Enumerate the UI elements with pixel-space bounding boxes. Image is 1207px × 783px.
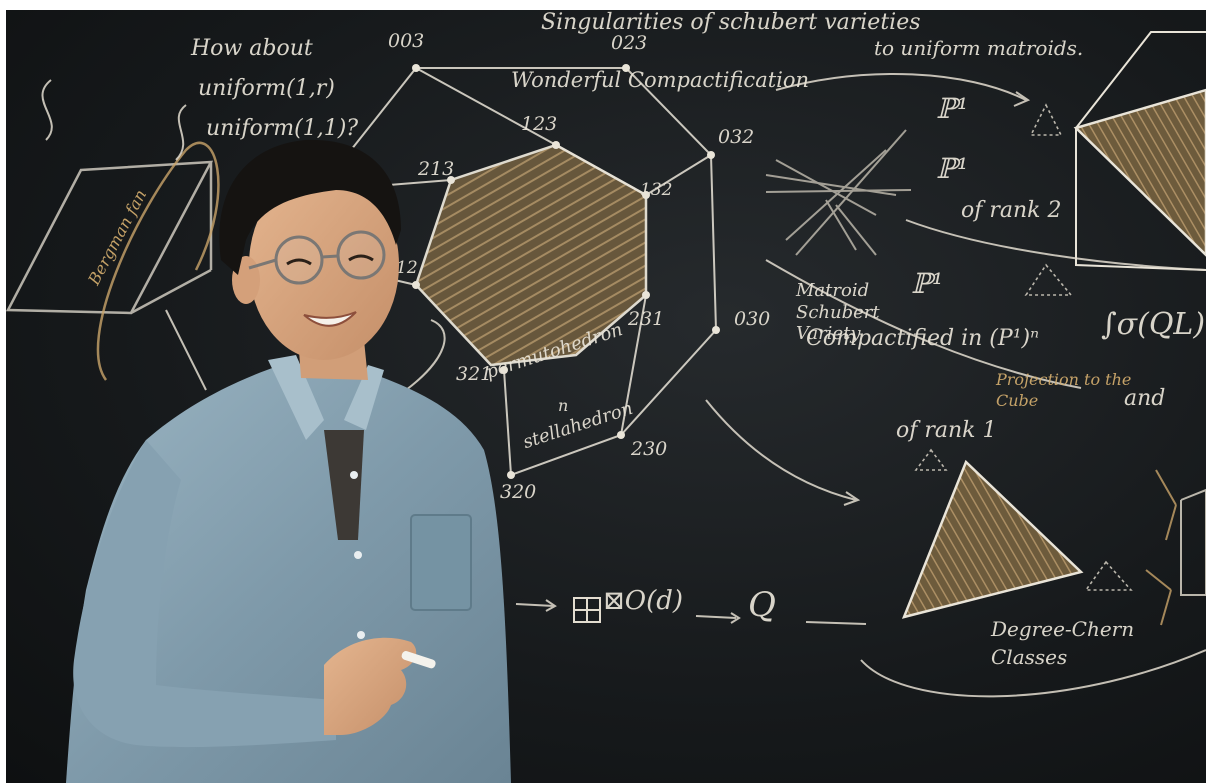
vertex-213: 213 xyxy=(418,158,455,180)
rank1-triangle xyxy=(901,459,1084,619)
top-right-quad xyxy=(1073,88,1206,257)
right-edge-graph xyxy=(1145,469,1177,626)
smile xyxy=(303,311,357,327)
person xyxy=(66,139,511,783)
hair xyxy=(219,139,401,275)
vertex-dots xyxy=(412,64,720,479)
chalkboard: How about uniform(1,r) uniform(1,1)? Sin… xyxy=(6,10,1206,783)
fano-sum-text: ⊠O(d) xyxy=(603,586,684,616)
how-about-text: How about xyxy=(191,36,313,61)
vertex-003: 003 xyxy=(388,30,425,52)
vertex-030: 030 xyxy=(734,308,771,330)
degree-classes-text: Degree-Chern Classes xyxy=(991,617,1135,669)
of-rank-2-text: of rank 2 xyxy=(961,198,1062,223)
p1-label-2: ℙ¹ xyxy=(936,152,969,185)
chalk-drawings xyxy=(6,31,1206,698)
vertex-032: 032 xyxy=(718,126,755,148)
chalk-arrows xyxy=(41,73,1206,698)
collar xyxy=(268,355,324,440)
hand xyxy=(324,637,417,735)
permutohedron-hexagon xyxy=(414,143,648,367)
vertex-230: 230 xyxy=(631,438,668,460)
singularities-text: Singularities of schubert varieties xyxy=(541,10,921,35)
face xyxy=(249,170,399,360)
uniform-1r-text: uniform(1,r) xyxy=(198,76,335,101)
bergman-parallelogram xyxy=(6,160,214,315)
p1-label-3: ℙ¹ xyxy=(911,267,944,300)
projection-text: Projection to the Cube xyxy=(996,370,1132,410)
vertex-123: 123 xyxy=(521,113,558,135)
uniform-11-text: uniform(1,1)? xyxy=(206,116,359,141)
vertex-320: 320 xyxy=(500,481,537,503)
vertex-023: 023 xyxy=(611,32,648,54)
small-dotted-triangles xyxy=(914,103,1133,591)
to-uniform-text: to uniform matroids. xyxy=(874,36,1084,60)
and-text: and xyxy=(1124,386,1166,411)
vertex-321: 321 xyxy=(456,363,493,385)
integral-text: ∫σ(QL) xyxy=(1101,307,1206,342)
of-rank-1-text: of rank 1 xyxy=(896,418,997,443)
stellahedron-edges xyxy=(350,67,718,477)
eyes xyxy=(286,254,374,266)
vertex-12: 12 xyxy=(396,258,418,278)
compactified-text: Compactified in (P¹)ⁿ xyxy=(806,326,1040,351)
matroid-schubert-text: Matroid Schubert Variety xyxy=(796,280,880,345)
p1-label-1: ℙ¹ xyxy=(936,92,969,125)
shirt-pocket xyxy=(410,514,472,611)
p1-hatch-scribbles xyxy=(765,129,912,256)
gold-loop xyxy=(96,141,220,381)
vertex-132: 132 xyxy=(640,180,673,200)
undershirt xyxy=(324,430,364,540)
chalk-stick xyxy=(401,651,436,669)
left-arm xyxy=(73,440,336,748)
vertex-231: 231 xyxy=(628,308,665,330)
q-l-text: Q xyxy=(748,585,776,625)
n-text: n xyxy=(558,396,569,415)
wonderful-text: Wonderful Compactification xyxy=(511,68,810,92)
